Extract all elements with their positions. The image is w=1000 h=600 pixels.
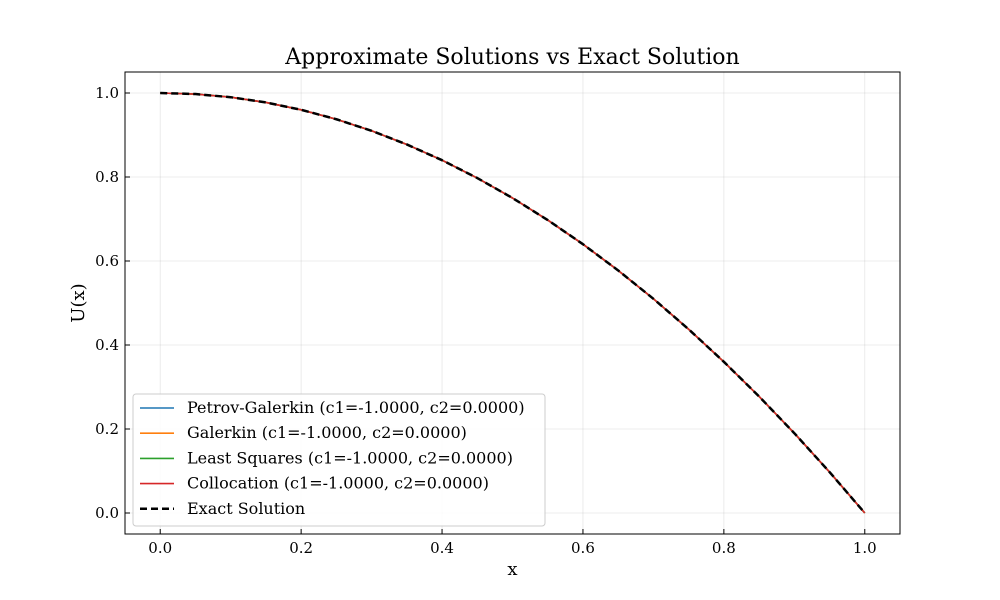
legend-box xyxy=(132,393,546,527)
x-tick-label: 0.0 xyxy=(148,539,172,557)
legend-label: Galerkin (c1=-1.0000, c2=0.0000) xyxy=(187,423,467,442)
x-tick-label: 0.6 xyxy=(571,539,595,557)
x-tick-label: 1.0 xyxy=(853,539,877,557)
y-tick-label: 0.4 xyxy=(95,336,119,354)
y-tick-label: 0.8 xyxy=(95,168,119,186)
series-line-5 xyxy=(160,91,866,514)
y-tick-label: 0.6 xyxy=(95,252,119,270)
y-axis-label: U(x) xyxy=(68,283,89,322)
y-tick-label: 0.2 xyxy=(95,420,119,438)
y-tick-label: 0.0 xyxy=(95,504,119,522)
legend-label: Least Squares (c1=-1.0000, c2=0.0000) xyxy=(187,448,513,467)
x-tick-label: 0.8 xyxy=(712,539,736,557)
chart-title: Approximate Solutions vs Exact Solution xyxy=(284,45,739,70)
legend: Petrov-Galerkin (c1=-1.0000, c2=0.0000) G… xyxy=(132,393,546,527)
y-tick-label: 1.0 xyxy=(95,84,119,102)
series-layer xyxy=(160,91,866,514)
x-tick-label: 0.4 xyxy=(430,539,454,557)
x-axis-label: x xyxy=(507,559,517,580)
legend-label: Exact Solution xyxy=(187,499,305,518)
plot-frame xyxy=(124,71,901,535)
legend-label: Petrov-Galerkin (c1=-1.0000, c2=0.0000) xyxy=(187,398,525,417)
legend-label: Collocation (c1=-1.0000, c2=0.0000) xyxy=(187,474,489,493)
ticks: 0.0 0.2 0.4 0.6 0.8 1.0 0.0 0.2 0.4 0.6 0.8 1.0 xyxy=(95,84,877,557)
x-tick-label: 0.2 xyxy=(289,539,313,557)
